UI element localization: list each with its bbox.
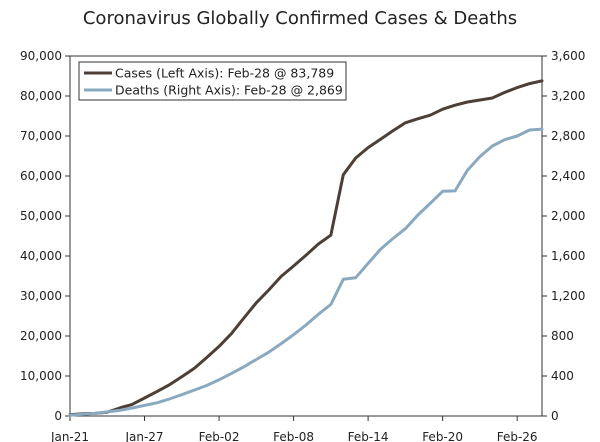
- right-tick-label: 3,600: [551, 49, 585, 63]
- x-tick-label: Feb-02: [199, 430, 240, 442]
- x-tick-label: Feb-26: [497, 430, 538, 442]
- series-line-cases: [68, 79, 544, 417]
- legend-label-deaths: Deaths (Right Axis): Feb-28 @ 2,869: [115, 83, 343, 98]
- series-line-deaths: [68, 127, 544, 417]
- left-tick-label: 10,000: [20, 369, 62, 383]
- x-tick-label: Feb-20: [422, 430, 463, 442]
- right-tick-label: 1,200: [551, 289, 585, 303]
- x-tick-label: Feb-14: [348, 430, 389, 442]
- legend: Cases (Left Axis): Feb-28 @ 83,789 Death…: [78, 61, 347, 101]
- x-axis: Jan-21 Jan-27 Feb-02 Feb-08 Feb-14 Feb-20 Feb-…: [50, 416, 538, 442]
- right-tick-label: 2,800: [551, 129, 585, 143]
- plot-frame: [69, 55, 543, 417]
- right-tick-label: 2,000: [551, 209, 585, 223]
- legend-label-cases: Cases (Left Axis): Feb-28 @ 83,789: [115, 66, 334, 81]
- left-tick-label: 80,000: [20, 89, 62, 103]
- left-tick-label: 40,000: [20, 249, 62, 263]
- x-tick-label: Jan-21: [50, 430, 89, 442]
- left-tick-label: 90,000: [20, 49, 62, 63]
- right-axis: 0 400 800 1,200 1,600 2,000 2,400 2,800 3,200 3,6…: [542, 49, 585, 423]
- chart-title: Coronavirus Globally Confirmed Cases & D…: [83, 8, 517, 29]
- x-tick-label: Feb-08: [273, 430, 314, 442]
- left-tick-label: 20,000: [20, 329, 62, 343]
- right-tick-label: 400: [551, 369, 574, 383]
- left-tick-label: 50,000: [20, 209, 62, 223]
- left-tick-label: 30,000: [20, 289, 62, 303]
- series-layer: [68, 79, 544, 417]
- right-tick-label: 1,600: [551, 249, 585, 263]
- right-tick-label: 0: [551, 409, 559, 423]
- left-tick-label: 0: [54, 409, 62, 423]
- left-axis: 0 10,000 20,000 30,000 40,000 50,000 60,000 70,…: [20, 49, 70, 423]
- left-tick-label: 70,000: [20, 129, 62, 143]
- right-tick-label: 2,400: [551, 169, 585, 183]
- left-tick-label: 60,000: [20, 169, 62, 183]
- right-tick-label: 800: [551, 329, 574, 343]
- right-tick-label: 3,200: [551, 89, 585, 103]
- legend-box: [78, 61, 347, 101]
- x-tick-label: Jan-27: [124, 430, 163, 442]
